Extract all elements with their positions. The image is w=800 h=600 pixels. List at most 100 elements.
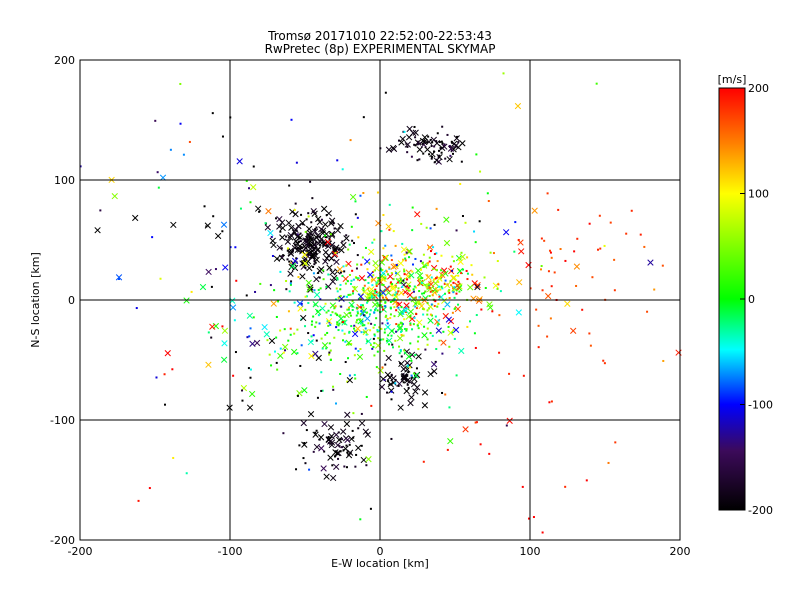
- data-point-cross: [421, 332, 428, 339]
- data-point-dot: [469, 320, 472, 323]
- data-point-dot: [409, 323, 412, 326]
- data-point-dot: [306, 238, 309, 241]
- data-point-dot: [307, 215, 310, 218]
- data-point-dot: [441, 142, 444, 145]
- data-point-dot: [404, 351, 407, 354]
- data-point-cross: [487, 304, 494, 311]
- data-point-dot: [325, 311, 328, 314]
- colorbar-tick-label: -200: [748, 504, 773, 517]
- data-point-dot: [342, 265, 345, 268]
- data-point-dot: [357, 427, 360, 430]
- data-point-dot: [421, 261, 424, 264]
- data-point-dot: [273, 350, 276, 353]
- data-point-cross: [337, 222, 344, 230]
- data-point-dot: [341, 240, 344, 243]
- data-point-dot: [384, 277, 387, 280]
- data-point-dot: [329, 349, 332, 352]
- data-point-dot: [426, 338, 429, 341]
- data-point-dot: [320, 337, 323, 340]
- data-point-dot: [435, 287, 438, 290]
- data-point-dot: [384, 363, 387, 366]
- data-point-dot: [397, 290, 400, 293]
- data-point-dot: [234, 246, 237, 249]
- data-point-dot: [399, 362, 402, 365]
- data-point-dot: [304, 308, 307, 311]
- data-point-dot: [425, 226, 428, 229]
- data-point-dot: [344, 340, 347, 343]
- data-point-dot: [289, 333, 292, 336]
- data-point-dot: [427, 135, 430, 138]
- data-point-dot: [397, 306, 400, 309]
- data-point-dot: [375, 281, 378, 284]
- data-point-dot: [313, 260, 316, 263]
- data-point-cross: [289, 262, 296, 270]
- data-point-dot: [322, 269, 325, 272]
- data-point-dot: [328, 342, 331, 345]
- data-point-dot: [643, 245, 646, 248]
- data-point-dot: [372, 274, 375, 277]
- data-point-cross: [446, 156, 453, 163]
- data-point-dot: [309, 180, 312, 183]
- data-point-dot: [328, 351, 331, 354]
- data-point-dot: [431, 155, 434, 158]
- data-point-cross: [390, 263, 397, 270]
- data-point-cross: [412, 129, 419, 136]
- data-point-cross: [406, 125, 413, 133]
- data-point-dot: [376, 328, 379, 331]
- data-point-dot: [403, 309, 406, 312]
- data-point-dot: [498, 351, 501, 354]
- data-point-cross: [299, 219, 306, 227]
- data-point-dot: [425, 264, 428, 267]
- data-point-dot: [294, 229, 297, 232]
- data-point-dot: [212, 215, 215, 218]
- data-point-cross: [377, 367, 384, 374]
- data-point-cross: [396, 335, 404, 342]
- data-point-dot: [437, 302, 440, 305]
- data-point-dot: [426, 302, 429, 305]
- data-point-dot: [391, 283, 394, 286]
- data-point-dot: [458, 290, 461, 293]
- data-point-dot: [366, 300, 369, 303]
- data-point-dot: [473, 230, 476, 233]
- data-point-cross: [336, 266, 344, 273]
- data-point-cross: [452, 326, 460, 334]
- data-point-cross: [294, 246, 301, 254]
- data-point-cross: [457, 258, 464, 265]
- data-point-cross: [373, 265, 380, 272]
- data-point-dot: [137, 499, 140, 502]
- data-point-cross: [417, 279, 424, 287]
- data-point-dot: [389, 316, 392, 319]
- data-point-dot: [336, 278, 339, 281]
- data-point-dot: [346, 280, 349, 283]
- data-point-dot: [290, 118, 293, 121]
- data-point-dot: [347, 306, 350, 309]
- data-point-dot: [339, 438, 342, 441]
- data-point-dot: [373, 334, 376, 337]
- data-point-cross: [295, 222, 302, 230]
- data-point-dot: [438, 285, 441, 288]
- data-point-dot: [374, 307, 377, 310]
- data-point-dot: [310, 221, 313, 224]
- data-point-cross: [304, 253, 312, 260]
- data-point-dot: [353, 286, 356, 289]
- data-point-cross: [343, 235, 350, 242]
- y-tick-label: 200: [54, 54, 75, 67]
- data-point-dot: [364, 327, 367, 330]
- data-point-cross: [313, 256, 320, 263]
- data-point-dot: [438, 295, 441, 298]
- data-point-cross: [249, 390, 256, 398]
- data-point-dot: [310, 288, 313, 291]
- data-point-dot: [344, 361, 347, 364]
- data-point-dot: [310, 323, 313, 326]
- data-point-dot: [450, 149, 453, 152]
- data-point-dot: [349, 311, 352, 314]
- data-point-cross: [430, 361, 438, 368]
- data-point-dot: [384, 316, 387, 319]
- data-point-dot: [434, 360, 437, 363]
- data-point-dot: [367, 322, 370, 325]
- x-tick-label: 200: [670, 545, 691, 558]
- data-point-cross: [323, 473, 330, 480]
- data-point-dot: [156, 171, 159, 174]
- data-point-dot: [348, 273, 351, 276]
- data-point-dot: [405, 328, 408, 331]
